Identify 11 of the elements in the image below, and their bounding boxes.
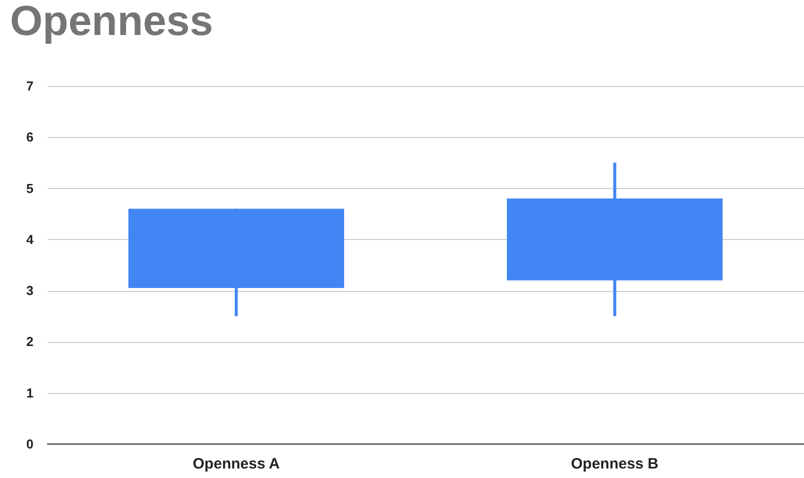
x-tick-label: Openness A xyxy=(192,456,280,472)
y-tick-label: 6 xyxy=(26,130,34,145)
y-tick-label: 2 xyxy=(26,334,34,350)
y-tick-label: 3 xyxy=(26,283,34,298)
y-tick-label: 1 xyxy=(26,385,34,400)
y-tick-label: 7 xyxy=(26,78,34,94)
y-tick-label: 4 xyxy=(26,232,34,247)
y-tick-label: 0 xyxy=(26,436,34,452)
x-tick-label: Openness B xyxy=(570,456,659,472)
chart-title: Openness xyxy=(10,0,214,44)
y-tick-label: 5 xyxy=(26,180,34,196)
